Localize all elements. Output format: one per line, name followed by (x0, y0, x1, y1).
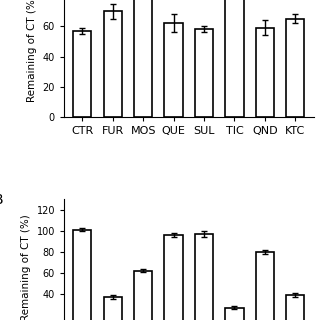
Bar (134, 271, 152, 320)
Bar (286, 19, 304, 117)
Bar (256, 28, 274, 117)
Bar (73, 230, 92, 320)
Bar (104, 297, 122, 320)
Bar (225, 0, 244, 117)
Y-axis label: Remaining of CT (%): Remaining of CT (%) (27, 0, 37, 102)
Bar (104, 11, 122, 117)
Bar (164, 23, 183, 117)
Bar (256, 252, 274, 320)
Bar (286, 295, 304, 320)
Y-axis label: Remaining of CT (%): Remaining of CT (%) (21, 214, 31, 320)
Bar (195, 29, 213, 117)
Bar (73, 31, 92, 117)
Bar (195, 234, 213, 320)
Bar (164, 235, 183, 320)
Text: B: B (0, 193, 4, 206)
Bar (225, 308, 244, 320)
Bar (134, 0, 152, 117)
